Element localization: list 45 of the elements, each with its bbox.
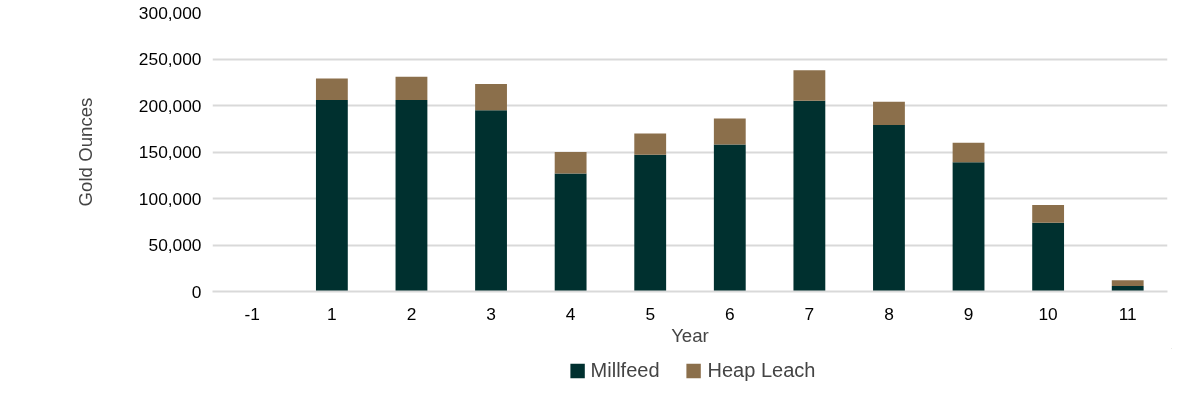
y-tick-label: 200,000 [138, 95, 202, 116]
x-axis-title: Year [671, 324, 709, 346]
y-axis-title: Gold Ounces [74, 97, 96, 207]
bar [1111, 285, 1144, 292]
x-tick-label: 10 [1038, 303, 1058, 324]
bar [634, 133, 667, 155]
bar [475, 110, 507, 292]
y-tick-label: 50,000 [148, 235, 202, 255]
bar [952, 142, 985, 163]
x-tick-label: 2 [406, 303, 417, 324]
x-tick-label: 7 [804, 303, 815, 324]
x-tick-label: 11 [1118, 303, 1137, 324]
legend-label: Heap Leach [707, 358, 816, 382]
bar [793, 70, 826, 101]
x-tick-label: 8 [884, 303, 894, 324]
y-tick-label: 150,000 [138, 142, 202, 162]
x-tick-label: -1 [244, 303, 261, 324]
bar [1032, 205, 1065, 223]
x-tick-label: 4 [565, 303, 576, 324]
bar [713, 118, 746, 145]
bar [1032, 222, 1065, 292]
bar [713, 144, 746, 292]
legend-label: Millfeed [590, 358, 660, 382]
bar [315, 78, 348, 100]
bar [952, 162, 985, 292]
y-tick-label: 300,000 [138, 2, 202, 23]
bar [793, 100, 826, 292]
x-tick-label: 6 [724, 303, 735, 324]
x-tick-label: 1 [327, 303, 337, 324]
x-tick-label: 5 [645, 303, 656, 324]
bar [1111, 280, 1144, 286]
y-tick-label: 0 [191, 281, 202, 302]
bar [554, 173, 587, 292]
bar [395, 99, 428, 292]
bar [873, 125, 905, 292]
y-tick-label: 100,000 [138, 188, 202, 209]
bar [475, 84, 507, 111]
bar [395, 76, 428, 100]
y-tick-label: 250,000 [138, 49, 202, 69]
bar [873, 101, 905, 126]
bar [634, 154, 667, 292]
x-tick-label: 9 [963, 303, 974, 324]
bar [315, 99, 348, 292]
x-tick-label: 3 [486, 303, 496, 324]
bar [554, 152, 587, 174]
